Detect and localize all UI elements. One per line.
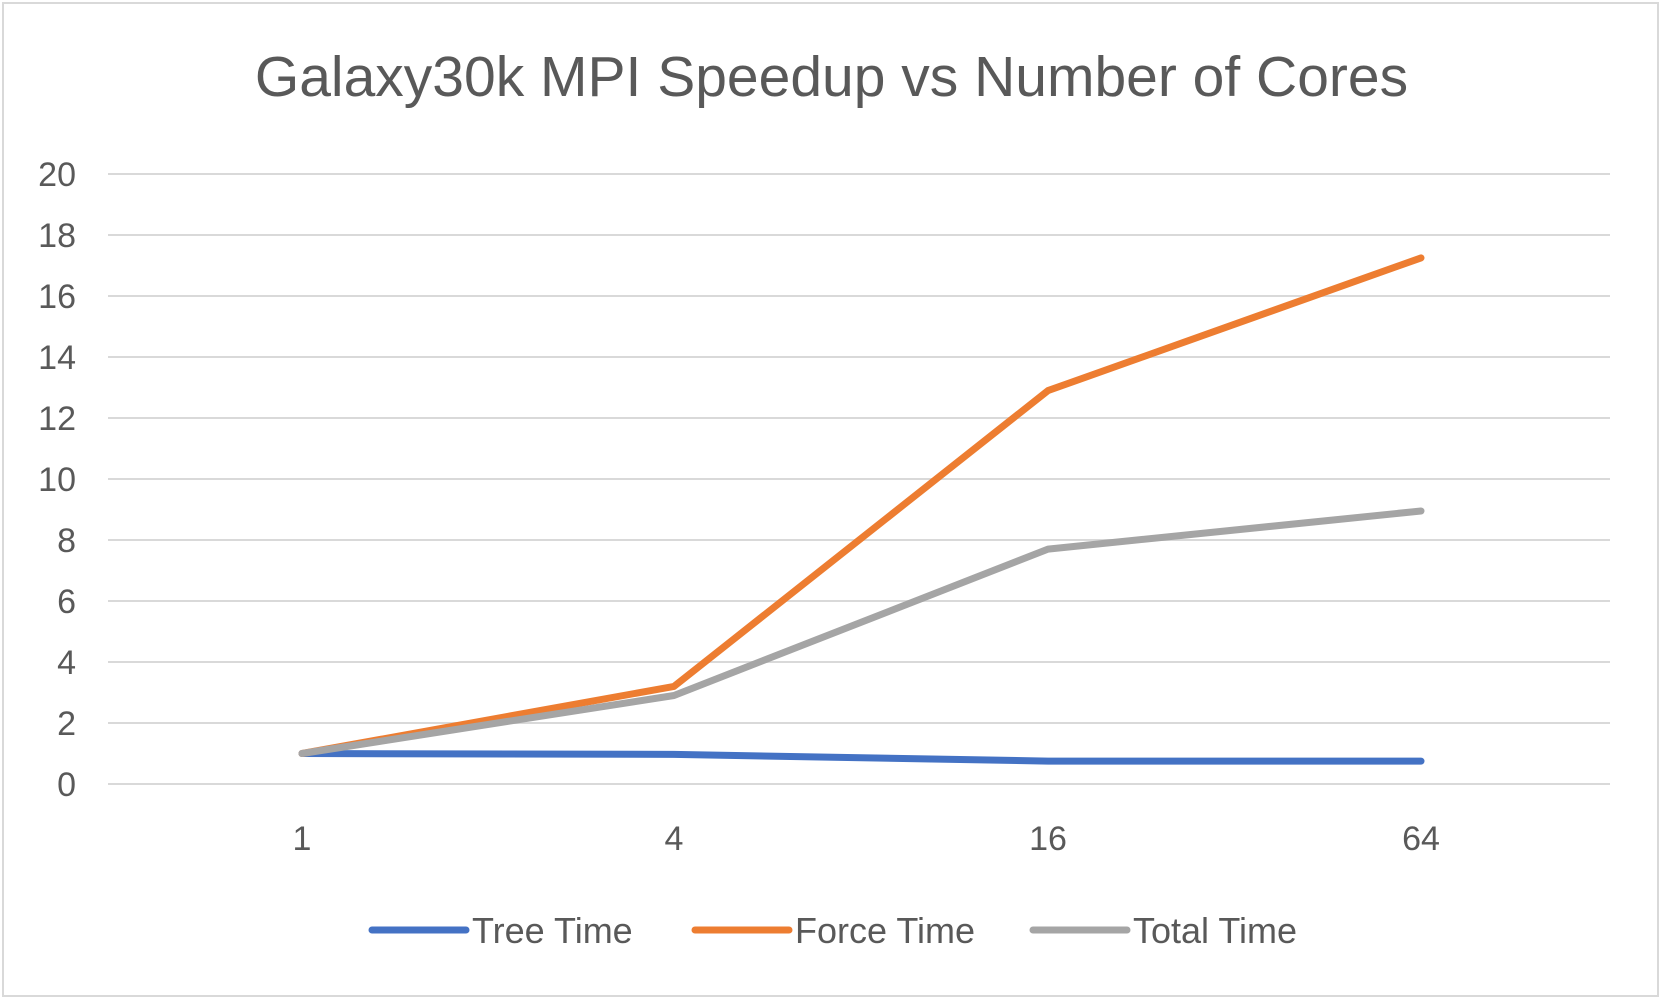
series-line-force-time: [298, 254, 1425, 757]
legend-label: Tree Time: [472, 910, 633, 951]
y-tick-label: 8: [57, 522, 76, 560]
series-line-total-time: [298, 507, 1425, 757]
y-tick-label: 14: [38, 339, 76, 377]
y-tick-label: 10: [38, 461, 76, 499]
legend-label: Total Time: [1133, 910, 1297, 951]
y-tick-label: 2: [57, 705, 76, 743]
series-line-tree-time: [298, 750, 1425, 765]
chart-title: Galaxy30k MPI Speedup vs Number of Cores: [254, 45, 1409, 109]
y-tick-label: 6: [57, 583, 76, 621]
x-axis-ticks: 1 4 16 64: [293, 820, 1440, 858]
y-tick-label: 4: [57, 644, 76, 682]
legend-item: Tree Time: [368, 910, 633, 951]
x-tick-label: 4: [665, 820, 684, 858]
y-tick-label: 0: [57, 766, 76, 804]
x-tick-label: 16: [1029, 820, 1067, 858]
legend-item: Force Time: [691, 910, 975, 951]
x-tick-label: 1: [293, 820, 312, 858]
series-lines: [298, 254, 1425, 765]
y-tick-label: 20: [38, 156, 76, 194]
y-tick-label: 18: [38, 217, 76, 255]
legend-label: Force Time: [795, 910, 975, 951]
x-tick-label: 64: [1402, 820, 1440, 858]
legend: Tree Time Force Time Total Time: [368, 910, 1297, 951]
gridlines: [108, 173, 1610, 785]
y-tick-label: 12: [38, 400, 76, 438]
y-axis-ticks: 0 2 4 6 8 10 12 14 16 18 20: [38, 156, 76, 804]
y-tick-label: 16: [38, 278, 76, 316]
legend-item: Total Time: [1029, 910, 1297, 951]
